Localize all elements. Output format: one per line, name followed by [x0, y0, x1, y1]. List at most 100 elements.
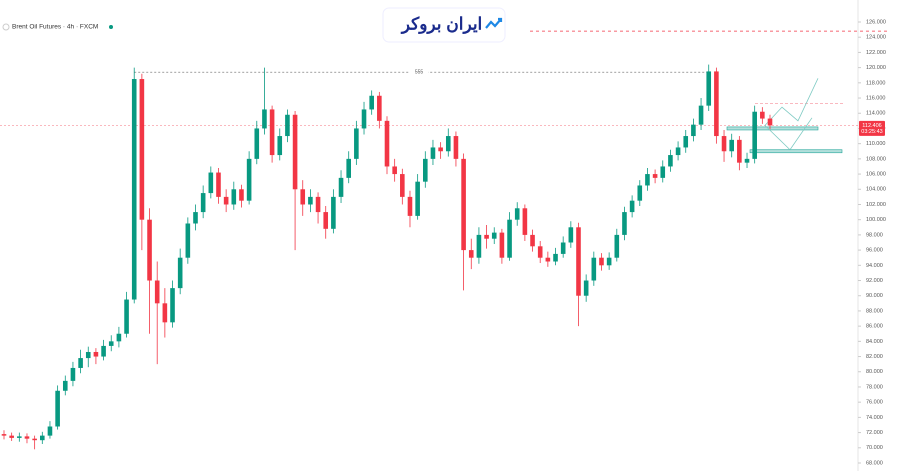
y-tick-label: 72.000 [866, 430, 883, 436]
y-tick-label: 122.000 [866, 50, 886, 56]
symbol-icon [2, 23, 10, 31]
candle-body [591, 257, 597, 281]
candle-body [93, 351, 99, 357]
candle-body [40, 435, 45, 441]
y-tick-label: 114.000 [866, 111, 885, 117]
candle-body [377, 95, 382, 121]
y-tick-label: 92.000 [866, 278, 883, 284]
projection-path [764, 117, 813, 151]
reference-label-bg [410, 68, 428, 76]
candle-body [752, 111, 757, 159]
candle-body [208, 172, 214, 194]
candle-body [254, 128, 260, 159]
y-tick-label: 82.000 [866, 354, 883, 360]
y-tick-label: 100.000 [866, 217, 886, 223]
y-tick-label: 102.000 [866, 202, 886, 208]
candle-body [400, 174, 405, 197]
candle-body [622, 212, 627, 235]
candle-body [323, 212, 329, 229]
candle-body [660, 166, 666, 178]
candle-body [453, 136, 459, 159]
candle-body [430, 147, 436, 159]
zone [749, 149, 843, 154]
candle-body [193, 212, 198, 224]
candle-body [369, 95, 374, 110]
candle-body [767, 118, 773, 126]
y-tick-label: 88.000 [866, 308, 883, 314]
y-tick-label: 98.000 [866, 232, 883, 238]
candle-body [85, 351, 91, 359]
y-tick-label: 110.000 [866, 141, 885, 147]
candle-body [285, 114, 290, 137]
candle-body [392, 166, 397, 175]
candle-body [331, 196, 336, 229]
candle-body [185, 223, 191, 258]
y-tick-label: 118.000 [866, 80, 885, 86]
candle-body [522, 208, 528, 235]
logo-box [382, 7, 506, 43]
candle-body [24, 436, 30, 439]
brand-logo: ایران بروکر [400, 14, 483, 34]
candle-body [308, 196, 313, 205]
candle-body [476, 234, 482, 258]
candle-body [17, 436, 22, 438]
candle-body [668, 155, 673, 167]
candle-body [729, 139, 734, 152]
candle-body [338, 177, 344, 197]
candle-body [246, 158, 252, 201]
candle-body [108, 341, 114, 346]
candle-body [491, 232, 497, 239]
candle-body [32, 438, 37, 441]
candle-body [415, 181, 420, 216]
candle-body [131, 79, 137, 300]
candle-body [162, 303, 168, 323]
candle-body [139, 79, 145, 220]
candle-body [262, 109, 267, 129]
price-tag [859, 120, 885, 136]
reference-label: 555 [415, 70, 424, 76]
candle-body [300, 189, 306, 205]
candle-body [614, 234, 620, 258]
market-status [109, 25, 113, 29]
y-tick-label: 74.000 [866, 415, 883, 421]
candle-body [315, 196, 321, 213]
zone [726, 126, 819, 131]
candle-body [606, 257, 612, 266]
y-tick-label: 84.000 [866, 339, 883, 345]
candle-body [737, 139, 742, 163]
candle-body [698, 105, 704, 125]
price-tag-label: 112.406 [862, 123, 881, 129]
y-tick-label: 68.000 [866, 460, 883, 466]
y-tick-label: 116.000 [866, 95, 885, 101]
candle-body [70, 367, 76, 381]
candle-body [216, 172, 221, 197]
candle-body [553, 253, 558, 262]
candle-body [354, 128, 359, 159]
candle-body [62, 380, 68, 391]
candle-body [147, 219, 152, 281]
candle-body [116, 333, 122, 342]
candle-body [239, 189, 244, 201]
y-tick-label: 120.000 [866, 65, 886, 71]
candle-body [683, 136, 689, 148]
y-tick-label: 86.000 [866, 324, 883, 330]
candle-body [170, 288, 175, 323]
candle-body [445, 136, 451, 152]
candle-body [101, 345, 106, 357]
candle-body [545, 257, 551, 262]
candle-body [277, 136, 283, 156]
y-tick-label: 90.000 [866, 293, 883, 299]
candle-body [714, 71, 719, 137]
countdown-label: 03:25:43 [861, 129, 882, 135]
candle-body [721, 136, 727, 152]
candle-body [78, 358, 83, 368]
y-tick-label: 104.000 [866, 187, 886, 193]
candle-body [691, 124, 696, 137]
candle-body [223, 196, 229, 205]
projection-path [764, 78, 819, 126]
candle-body [154, 280, 160, 304]
candle-body [599, 257, 604, 266]
y-tick-label: 106.000 [866, 172, 886, 178]
y-tick-label: 124.000 [866, 35, 886, 41]
candle-body [384, 120, 390, 167]
